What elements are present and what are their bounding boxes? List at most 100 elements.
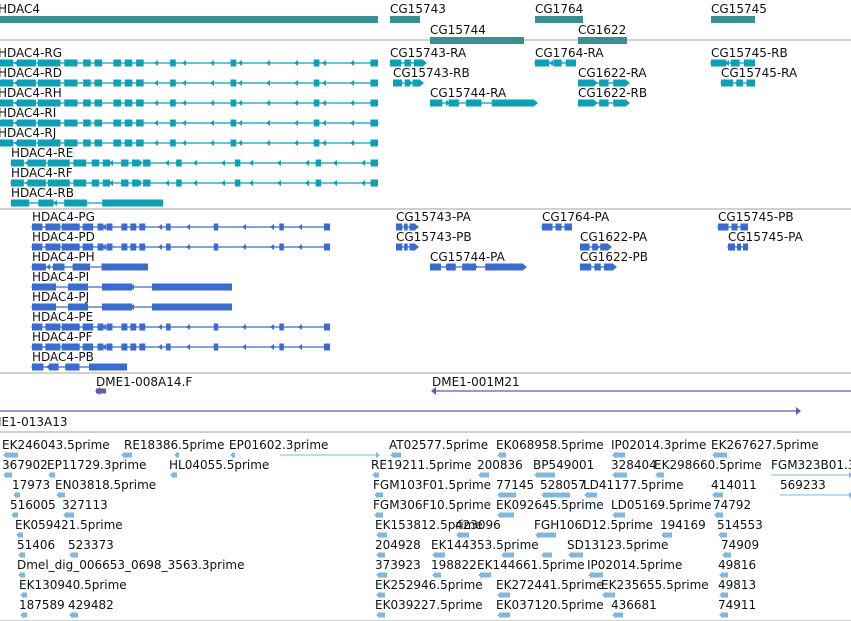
protein-label-cg1622-pb[interactable]: CG1622-PB	[580, 250, 649, 264]
est-label-ld41177-5prime[interactable]: LD41177.5prime	[583, 478, 684, 492]
est-label-ek039227-5prime[interactable]: EK039227.5prime	[375, 598, 483, 612]
est-label-ek235655-5prime[interactable]: EK235655.5prime	[601, 578, 709, 592]
mrna-label-cg1622-rb[interactable]: CG1622-RB	[578, 86, 648, 100]
protein-label-hdac4-pi[interactable]: HDAC4-PI	[32, 270, 90, 284]
est-label-74911[interactable]: 74911	[718, 598, 757, 612]
est-label-74792[interactable]: 74792	[713, 498, 752, 512]
mrna-label-cg15743-rb[interactable]: CG15743-RB	[393, 66, 470, 80]
est-label-ek144353-5prime[interactable]: EK144353.5prime	[431, 538, 539, 552]
est-label-77145[interactable]: 77145	[496, 478, 535, 492]
est-label-hl04055-5prime[interactable]: HL04055.5prime	[169, 458, 270, 472]
est-label-17973[interactable]: 17973	[12, 478, 51, 492]
est-label-194169[interactable]: 194169	[660, 518, 706, 532]
est-label-ek298660-5prime[interactable]: EK298660.5prime	[654, 458, 762, 472]
est-label-187589[interactable]: 187589	[19, 598, 65, 612]
clone-label-dme1-001m21[interactable]: DME1-001M21	[432, 375, 520, 389]
est-label-fgm306f10-5prime[interactable]: FGM306F10.5prime	[373, 498, 492, 512]
est-label-327113[interactable]: 327113	[62, 498, 108, 512]
est-label-ek037120-5prime[interactable]: EK037120.5prime	[496, 598, 604, 612]
gene-label-cg1764[interactable]: CG1764	[535, 2, 584, 16]
mrna-label-cg15743-ra[interactable]: CG15743-RA	[390, 46, 467, 60]
est-label-dmel-dig-006653-0698-3563-3prime[interactable]: Dmel_dig_006653_0698_3563.3prime	[17, 558, 245, 572]
mrna-label-hdac4-rb[interactable]: HDAC4-RB	[11, 186, 74, 200]
mrna-label-hdac4-ri[interactable]: HDAC4-RI	[0, 106, 57, 120]
est-label-373923[interactable]: 373923	[375, 558, 421, 572]
est-label-ek153812-5prime[interactable]: EK153812.5prime	[375, 518, 483, 532]
est-label-re18386-5prime[interactable]: RE18386.5prime	[124, 438, 225, 452]
protein-label-hdac4-pg[interactable]: HDAC4-PG	[32, 210, 95, 224]
est-label-523373[interactable]: 523373	[68, 538, 114, 552]
est-label-fgh106d12-5prime[interactable]: FGH106D12.5prime	[534, 518, 654, 532]
est-label-fgm323b01-3[interactable]: FGM323B01.3	[771, 458, 851, 472]
est-label-ip02014-3prime[interactable]: IP02014.3prime	[611, 438, 707, 452]
est-label-ek059421-5prime[interactable]: EK059421.5prime	[15, 518, 123, 532]
est-label-429482[interactable]: 429482	[68, 598, 114, 612]
mrna-label-hdac4-rh[interactable]: HDAC4-RH	[0, 86, 62, 100]
est-label-ek252946-5prime[interactable]: EK252946.5prime	[375, 578, 483, 592]
est-label-sd13123-5prime[interactable]: SD13123.5prime	[567, 538, 669, 552]
mrna-label-hdac4-rg[interactable]: HDAC4-RG	[0, 46, 63, 60]
mrna-label-hdac4-rj[interactable]: HDAC4-RJ	[0, 126, 57, 140]
est-label-re19211-5prime[interactable]: RE19211.5prime	[371, 458, 472, 472]
protein-label-cg15745-pb[interactable]: CG15745-PB	[718, 210, 794, 224]
protein-label-cg15743-pa[interactable]: CG15743-PA	[396, 210, 471, 224]
est-label-ek246043-5prime[interactable]: EK246043.5prime	[2, 438, 110, 452]
est-label-200836[interactable]: 200836	[477, 458, 523, 472]
mrna-label-cg15745-rb[interactable]: CG15745-RB	[711, 46, 788, 60]
clone-label-dme1-008a14-f[interactable]: DME1-008A14.F	[96, 375, 193, 389]
est-label-51406[interactable]: 51406	[17, 538, 56, 552]
est-label-528057[interactable]: 528057	[540, 478, 586, 492]
mrna-label-cg1622-ra[interactable]: CG1622-RA	[578, 66, 647, 80]
est-label-en03818-5prime[interactable]: EN03818.5prime	[55, 478, 157, 492]
est-label-ek130940-5prime[interactable]: EK130940.5prime	[19, 578, 127, 592]
est-label-ld05169-5prime[interactable]: LD05169.5prime	[611, 498, 712, 512]
mrna-label-cg1764-ra[interactable]: CG1764-RA	[535, 46, 604, 60]
mrna-label-hdac4-rd[interactable]: HDAC4-RD	[0, 66, 62, 80]
est-label-414011[interactable]: 414011	[711, 478, 757, 492]
clone-label-ie1-013a13[interactable]: IE1-013A13	[0, 415, 68, 429]
est-label-423096[interactable]: 423096	[455, 518, 501, 532]
est-label-ek068958-5prime[interactable]: EK068958.5prime	[496, 438, 604, 452]
est-label-514553[interactable]: 514553	[717, 518, 763, 532]
est-label-367902[interactable]: 367902	[2, 458, 48, 472]
est-label-49816[interactable]: 49816	[718, 558, 757, 572]
est-label-ep01602-3prime[interactable]: EP01602.3prime	[229, 438, 329, 452]
est-label-fgm103f01-5prime[interactable]: FGM103F01.5prime	[373, 478, 492, 492]
protein-label-hdac4-pf[interactable]: HDAC4-PF	[32, 330, 93, 344]
protein-label-hdac4-pj[interactable]: HDAC4-PJ	[32, 290, 90, 304]
protein-label-cg1764-pa[interactable]: CG1764-PA	[542, 210, 610, 224]
protein-label-cg15743-pb[interactable]: CG15743-PB	[396, 230, 472, 244]
mrna-label-hdac4-rf[interactable]: HDAC4-RF	[11, 166, 73, 180]
mrna-label-hdac4-re[interactable]: HDAC4-RE	[11, 146, 74, 160]
est-label-ip02014-5prime[interactable]: IP02014.5prime	[587, 558, 683, 572]
gene-label-hdac4[interactable]: HDAC4	[0, 2, 41, 16]
protein-label-cg15745-pa[interactable]: CG15745-PA	[728, 230, 803, 244]
gene-label-cg1622[interactable]: CG1622	[578, 23, 627, 37]
est-label-569233[interactable]: 569233	[780, 478, 826, 492]
est-label-436681[interactable]: 436681	[611, 598, 657, 612]
protein-label-hdac4-pd[interactable]: HDAC4-PD	[32, 230, 95, 244]
est-label-516005[interactable]: 516005	[10, 498, 56, 512]
protein-label-hdac4-pe[interactable]: HDAC4-PE	[32, 310, 94, 324]
est-label-198822[interactable]: 198822	[431, 558, 477, 572]
est-label-ek267627-5prime[interactable]: EK267627.5prime	[711, 438, 819, 452]
est-label-74909[interactable]: 74909	[721, 538, 760, 552]
protein-label-cg1622-pa[interactable]: CG1622-PA	[580, 230, 648, 244]
gene-label-cg15744[interactable]: CG15744	[430, 23, 486, 37]
est-label-328404[interactable]: 328404	[611, 458, 657, 472]
est-label-bp549001[interactable]: BP549001	[533, 458, 595, 472]
protein-label-cg15744-pa[interactable]: CG15744-PA	[430, 250, 505, 264]
gene-label-cg15743[interactable]: CG15743	[390, 2, 446, 16]
est-label-ek092645-5prime[interactable]: EK092645.5prime	[496, 498, 604, 512]
protein-label-hdac4-pb[interactable]: HDAC4-PB	[32, 350, 94, 364]
est-label-49813[interactable]: 49813	[718, 578, 757, 592]
est-label-at02577-5prime[interactable]: AT02577.5prime	[389, 438, 489, 452]
est-label-ek144661-5prime[interactable]: EK144661.5prime	[477, 558, 585, 572]
protein-label-hdac4-ph[interactable]: HDAC4-PH	[32, 250, 95, 264]
gene-label-cg15745[interactable]: CG15745	[711, 2, 767, 16]
est-label-ek272441-5prime[interactable]: EK272441.5prime	[496, 578, 604, 592]
est-label-ep11729-3prime[interactable]: EP11729.3prime	[47, 458, 147, 472]
mrna-label-cg15745-ra[interactable]: CG15745-RA	[721, 66, 798, 80]
est-label-204928[interactable]: 204928	[375, 538, 421, 552]
mrna-label-cg15744-ra[interactable]: CG15744-RA	[430, 86, 507, 100]
